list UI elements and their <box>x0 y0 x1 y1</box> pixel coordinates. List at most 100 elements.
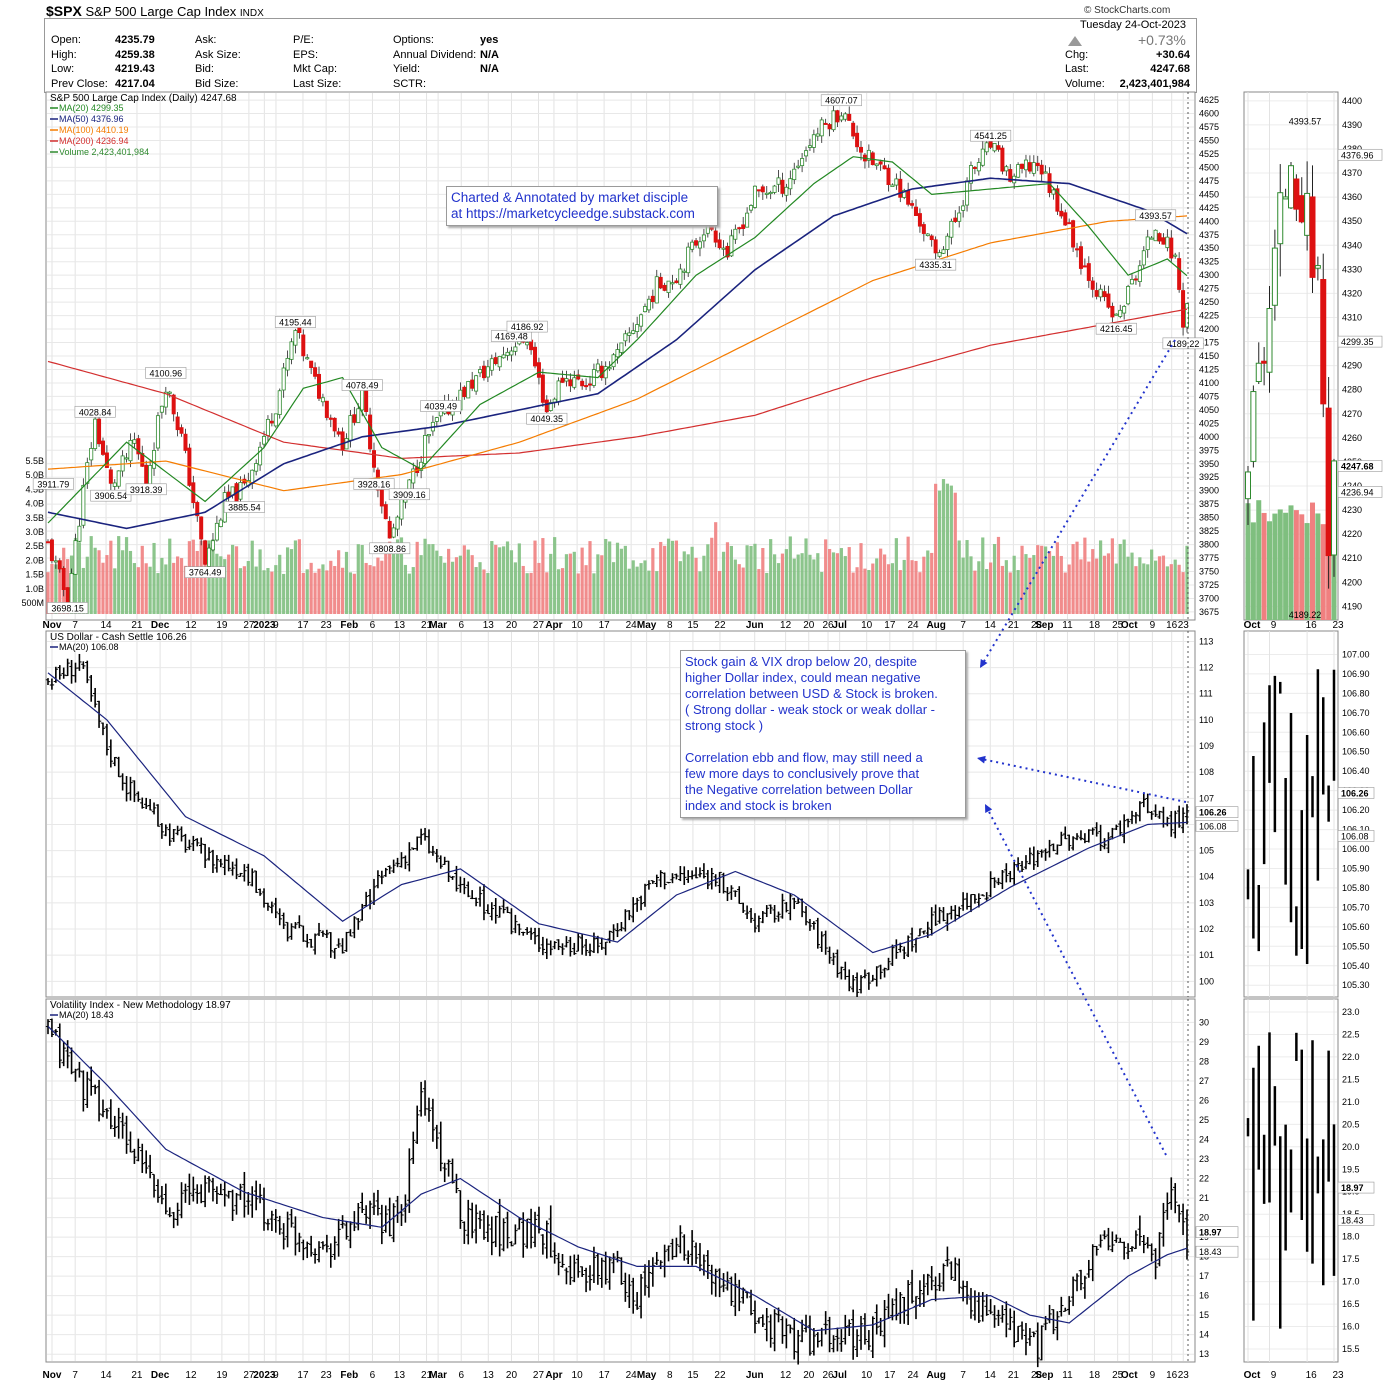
candle-body <box>262 436 267 445</box>
zoom-tick-label: 106.90 <box>1342 669 1370 679</box>
legend-entry: MA(50) 4376.96 <box>59 114 124 124</box>
volume-tick-label: 3.0B <box>25 527 44 537</box>
candle-body <box>53 560 58 563</box>
volume-bar <box>1012 555 1016 614</box>
x-tick-label: 26 <box>823 1370 835 1381</box>
quote-key: Low: <box>51 63 75 75</box>
volume-bar <box>1063 572 1067 614</box>
quote-key: Yield: <box>393 63 421 75</box>
x-tick-label: Jun <box>746 620 764 631</box>
candle-body <box>741 224 746 229</box>
y-tick-label: 26 <box>1199 1095 1209 1105</box>
candle-body <box>819 119 824 137</box>
volume-bar <box>611 562 616 614</box>
volume-bar <box>270 571 274 614</box>
panel-title: Volatility Index - New Methodology 18.97 <box>50 1000 231 1011</box>
volume-bar <box>560 568 565 614</box>
volume-bar <box>1118 543 1122 614</box>
x-tick-label: 19 <box>216 1370 228 1381</box>
y-tick-label: 21 <box>1199 1193 1209 1203</box>
panel-frame <box>45 998 1196 1363</box>
candle-body <box>646 298 651 311</box>
price-label: 3764.49 <box>189 568 222 578</box>
x-tick-label: 13 <box>394 1370 406 1381</box>
candle-body <box>497 356 502 368</box>
volume-bar <box>564 554 569 614</box>
x-tick-label: 15 <box>687 1370 699 1381</box>
candle-body <box>823 122 828 125</box>
volume-bar <box>985 569 989 614</box>
candle-body <box>623 333 628 342</box>
y-tick-label: 4100 <box>1199 378 1219 388</box>
candle-body <box>937 252 942 257</box>
volume-bar <box>623 545 627 614</box>
candle-body <box>921 224 926 234</box>
volume-bar <box>368 565 372 614</box>
candle-body <box>615 349 620 358</box>
x-tick-label: Sep <box>1035 620 1053 631</box>
volume-bar <box>694 557 698 614</box>
volume-bar <box>1036 545 1040 614</box>
price-label: 3698.15 <box>51 603 84 613</box>
zoom-candle-body <box>1325 407 1332 557</box>
y-tick-label: 4200 <box>1199 324 1219 334</box>
y-tick-label: 4300 <box>1199 270 1219 280</box>
candle-body <box>285 357 290 371</box>
y-tick-label: 4425 <box>1199 203 1219 213</box>
zoom-tick-label: 18.0 <box>1342 1232 1360 1242</box>
quote-value: yes <box>480 34 499 46</box>
candle-body <box>195 502 200 517</box>
candle-body <box>756 189 761 192</box>
volume-bar <box>926 550 930 614</box>
candle-body <box>1051 189 1056 195</box>
x-tick-label: 7 <box>960 620 966 631</box>
volume-tick-label: 1.5B <box>25 570 44 580</box>
price-label-box <box>915 258 957 271</box>
x-tick-label: 17 <box>297 620 309 631</box>
volume-bar <box>619 548 624 614</box>
y-tick-label: 4375 <box>1199 230 1219 240</box>
volume-bar <box>906 536 910 614</box>
y-tick-label: 3675 <box>1199 607 1219 617</box>
volume-bar <box>1008 572 1012 614</box>
x-tick-label: 20 <box>803 1370 815 1381</box>
volume-bar <box>820 572 824 614</box>
volume-bar <box>1000 565 1005 614</box>
candle-body <box>411 468 416 484</box>
zoom-last-label: 4236.94 <box>1341 487 1374 497</box>
legend-entry: MA(100) 4410.19 <box>59 125 129 135</box>
volume-bar <box>800 553 804 614</box>
volume-bar <box>132 563 137 614</box>
volume-bar <box>973 570 977 614</box>
candle-body <box>839 115 844 121</box>
volume-bar <box>1122 539 1126 614</box>
volume-bar <box>957 540 961 614</box>
y-tick-label: 108 <box>1199 767 1214 777</box>
volume-bar <box>478 562 482 614</box>
candle-body <box>548 402 553 411</box>
candle-body <box>112 482 117 487</box>
volume-bar <box>737 564 741 614</box>
x-tick-label: 14 <box>100 1370 112 1381</box>
price-label-box <box>388 488 430 501</box>
volume-bar <box>136 567 140 614</box>
candle-body <box>1043 171 1048 174</box>
candle-body <box>301 334 306 357</box>
candle-body <box>988 140 993 148</box>
y-tick-label: 4475 <box>1199 176 1219 186</box>
candle-body <box>116 470 121 487</box>
zoom-last-label: 106.26 <box>1341 788 1369 798</box>
x-tick-label: Apr <box>545 1370 562 1381</box>
y-tick-label: 111 <box>1199 689 1213 699</box>
candle-body <box>1110 305 1115 318</box>
candle-body <box>1063 212 1068 226</box>
candle-body <box>423 434 428 465</box>
candle-body <box>69 573 74 607</box>
candle-body <box>627 332 632 336</box>
zoom-tick-label: 4310 <box>1342 312 1362 322</box>
zoom-tick-label: 17.5 <box>1342 1254 1360 1264</box>
quote-value: 2,423,401,984 <box>1119 77 1190 90</box>
volume-bar <box>796 554 800 614</box>
ma50-line <box>47 177 1188 530</box>
volume-bar <box>1102 555 1107 614</box>
